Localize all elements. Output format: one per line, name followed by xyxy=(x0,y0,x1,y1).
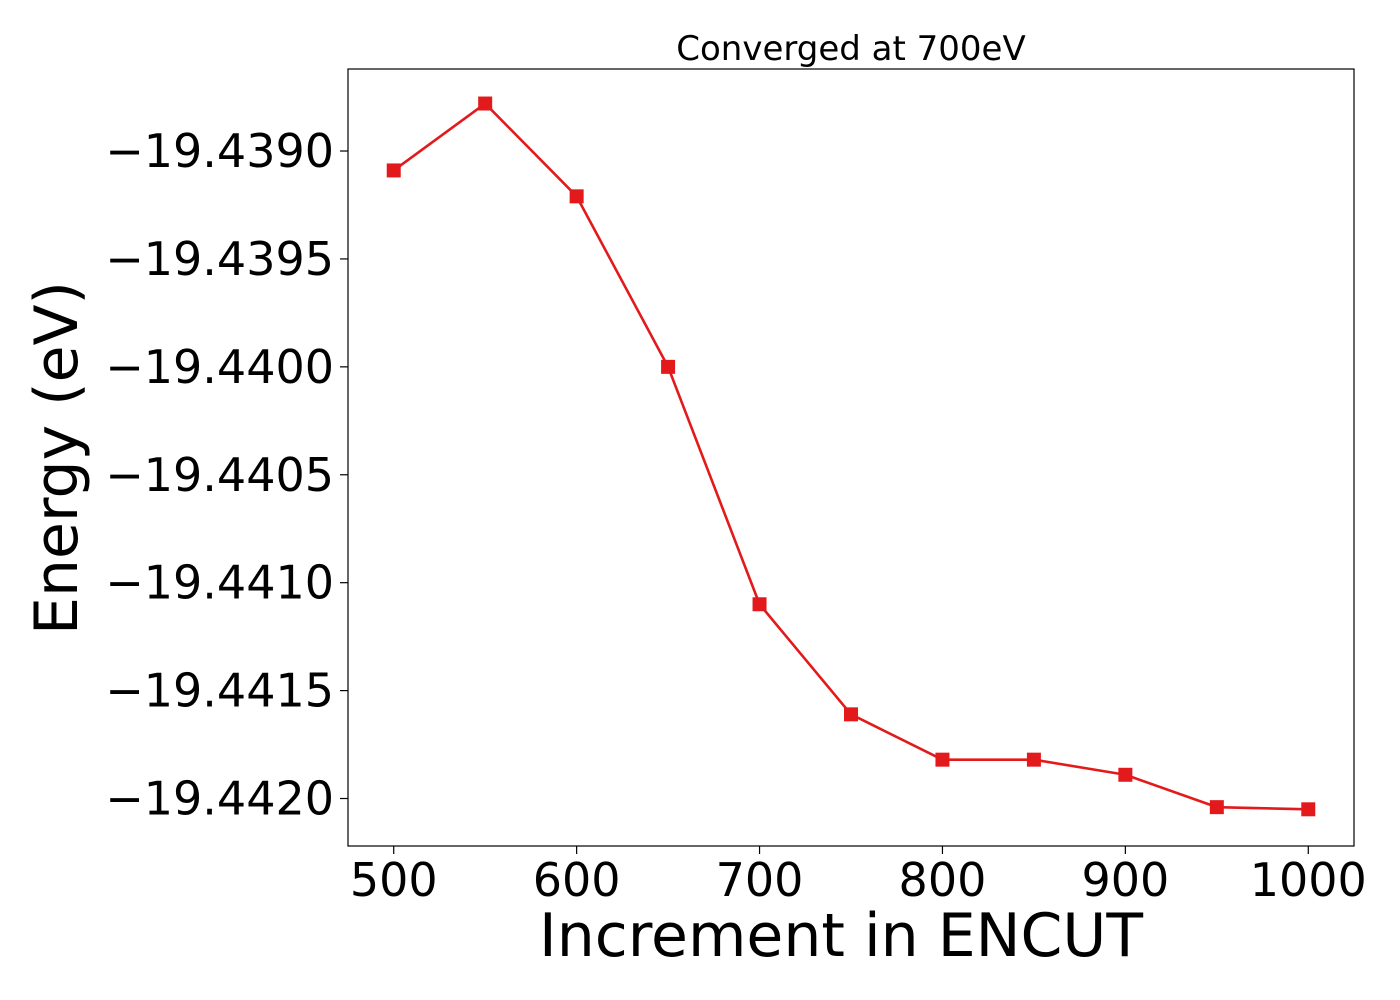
x-tick-label: 500 xyxy=(350,853,438,907)
y-tick-label: −19.4390 xyxy=(105,124,334,178)
plot-area-frame xyxy=(347,68,1355,847)
x-tick-label: 600 xyxy=(533,853,621,907)
y-tick-label: −19.4415 xyxy=(105,664,334,718)
x-axis: 500 600 700 800 900 1000 xyxy=(350,846,1367,907)
y-axis: −19.4390 −19.4395 −19.4400 −19.4405 −19.4410… xyxy=(105,124,348,826)
data-point-marker xyxy=(1301,802,1316,817)
y-tick-label: −19.4410 xyxy=(105,556,334,610)
data-point-marker xyxy=(569,189,584,204)
y-tick-label: −19.4405 xyxy=(105,448,334,502)
data-point-marker xyxy=(935,752,950,767)
data-point-marker xyxy=(661,359,676,374)
x-tick-label: 900 xyxy=(1081,853,1169,907)
x-tick-label: 800 xyxy=(899,853,987,907)
series-line xyxy=(392,102,1309,811)
y-tick-label: −19.4420 xyxy=(105,772,334,826)
data-point-marker xyxy=(1026,752,1041,767)
data-point-marker xyxy=(478,96,493,111)
data-point-marker xyxy=(1118,767,1133,782)
data-point-marker xyxy=(386,163,401,178)
data-point-marker xyxy=(844,707,858,722)
data-point-marker xyxy=(1209,800,1224,815)
x-tick-label: 700 xyxy=(716,853,804,907)
x-axis-title: Increment in ENCUT xyxy=(539,901,1143,971)
x-tick-label: 1000 xyxy=(1250,853,1367,907)
series-layer xyxy=(386,96,1316,817)
y-tick-label: −19.4395 xyxy=(105,232,334,286)
chart-title: Converged at 700eV xyxy=(676,29,1025,69)
y-tick-label: −19.4400 xyxy=(105,340,334,394)
data-point-marker xyxy=(752,597,767,612)
y-axis-title: Energy (eV) xyxy=(22,281,92,635)
